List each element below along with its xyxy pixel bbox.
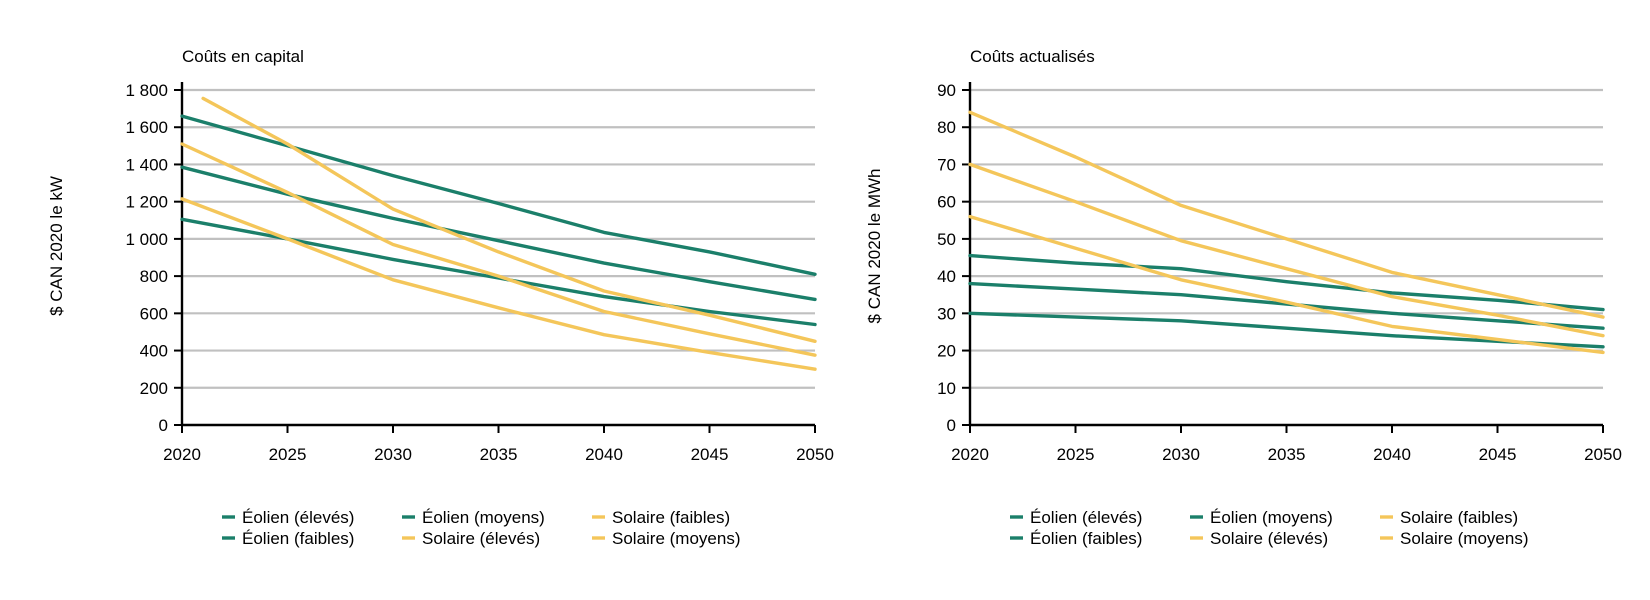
x-tick-label: 2030 [1162,445,1200,464]
y-tick-label: 1 200 [125,193,168,212]
legend-item-label: Éolien (élevés) [1030,508,1142,527]
x-tick-label: 2040 [585,445,623,464]
x-tick-label: 2040 [1373,445,1411,464]
legend-item-label: Éolien (moyens) [422,508,545,527]
series-line-4 [201,96,817,343]
panel-levelized-costs: Coûts actualisés $ CAN 2020 le MWh [865,47,1095,323]
chart-title-capital-costs: Coûts en capital [182,47,304,66]
legend-item-label: Éolien (moyens) [1210,508,1333,527]
y-tick-label: 0 [159,416,168,435]
legend-item-label: Éolien (faibles) [242,529,354,548]
y-tick-label: 600 [140,304,168,323]
y-tick-label: 50 [937,230,956,249]
x-tick-label: 2025 [1057,445,1095,464]
y-tick-label: 30 [937,304,956,323]
y-tick-label: 0 [947,416,956,435]
y-tick-label: 10 [937,379,956,398]
x-tick-label: 2020 [951,445,989,464]
y-tick-label: 200 [140,379,168,398]
y-tick-label: 20 [937,342,956,361]
series-line-6 [180,142,817,357]
y-tick-label: 1 000 [125,230,168,249]
series-line-3 [968,281,1605,330]
y-tick-label: 400 [140,342,168,361]
series-line-2 [968,311,1605,349]
y-tick-label: 800 [140,267,168,286]
x-tick-label: 2035 [480,445,518,464]
y-axis-label-capital-costs: $ CAN 2020 le kW [47,176,66,316]
x-tick-label: 2050 [1584,445,1622,464]
y-tick-label: 1 800 [125,81,168,100]
legend-item-label: Solaire (faibles) [612,508,730,527]
chart-title-levelized-costs: Coûts actualisés [970,47,1095,66]
y-tick-label: 70 [937,155,956,174]
y-tick-label: 1 600 [125,118,168,137]
legend-item-label: Solaire (moyens) [1400,529,1529,548]
series-line-5 [180,197,817,371]
series-line-1 [968,253,1605,312]
y-tick-label: 90 [937,81,956,100]
series-line-4 [968,110,1605,319]
x-tick-label: 2035 [1268,445,1306,464]
series-line-5 [968,214,1605,355]
legend-item-label: Solaire (moyens) [612,529,741,548]
y-tick-label: 60 [937,193,956,212]
legend-item-label: Solaire (élevés) [1210,529,1328,548]
x-tick-label: 2045 [1479,445,1517,464]
x-tick-label: 2025 [269,445,307,464]
legend-capital-costs: Éolien (élevés) Éolien (moyens) Solaire (f… [222,508,741,548]
chart-plot-capital-costs: 0 200 400 600 800 1 000 1 200 1 400 1 600 1 800 20… [125,81,833,464]
legend-item-label: Solaire (faibles) [1400,508,1518,527]
x-tick-label: 2030 [374,445,412,464]
legend-item-label: Solaire (élevés) [422,529,540,548]
x-tick-label: 2020 [163,445,201,464]
legend-item-label: Éolien (faibles) [1030,529,1142,548]
series-line-6 [968,162,1605,338]
x-tick-label: 2045 [691,445,729,464]
y-tick-label: 1 400 [125,155,168,174]
y-axis-label-levelized-costs: $ CAN 2020 le MWh [865,169,884,324]
y-tick-label: 40 [937,267,956,286]
legend-item-label: Éolien (élevés) [242,508,354,527]
panel-capital-costs: Coûts en capital $ CAN 2020 le kW [47,47,304,316]
legend-levelized-costs: Éolien (élevés) Éolien (moyens) Solaire (f… [1010,508,1529,548]
y-tick-label: 80 [937,118,956,137]
x-tick-label: 2050 [796,445,834,464]
